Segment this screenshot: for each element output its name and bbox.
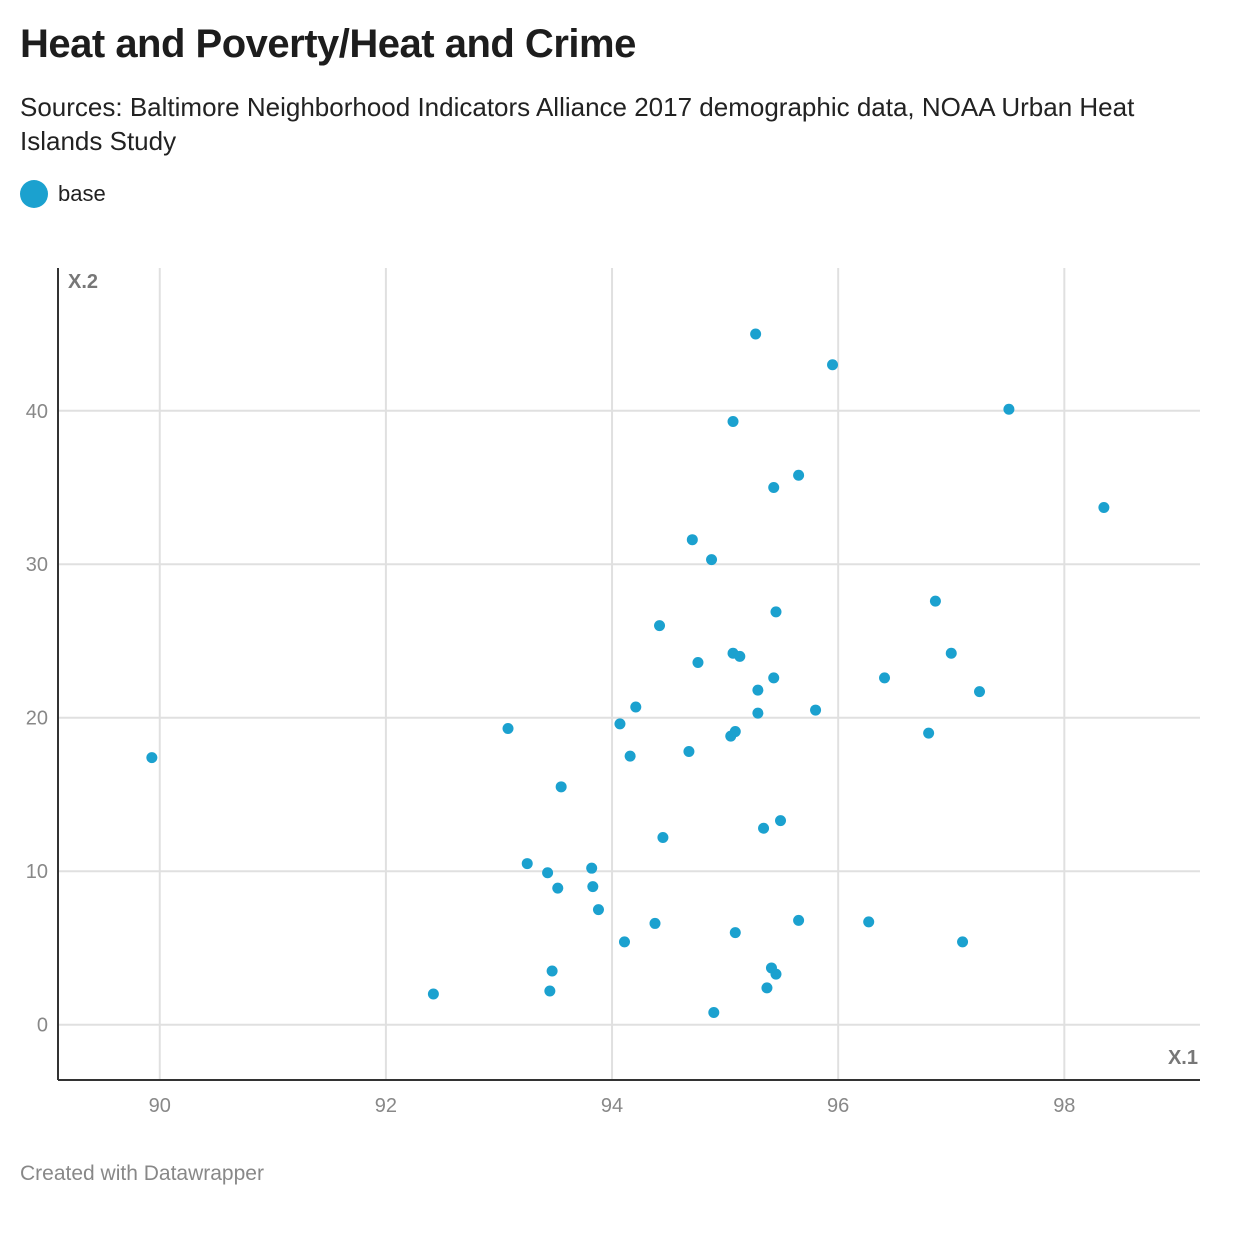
data-point <box>750 328 762 340</box>
data-point <box>775 815 787 827</box>
data-point <box>879 672 891 684</box>
y-tick-label: 10 <box>26 861 48 883</box>
data-point <box>974 686 986 698</box>
data-point <box>945 647 957 659</box>
data-point <box>624 750 636 762</box>
data-point <box>592 904 604 916</box>
data-point <box>614 718 626 730</box>
data-point <box>768 482 780 494</box>
data-point <box>758 822 770 834</box>
data-point <box>923 727 935 739</box>
data-point <box>555 781 567 793</box>
footer-credit: Created with Datawrapper <box>20 1162 264 1185</box>
x-tick-label: 90 <box>149 1095 171 1117</box>
legend-label-base: base <box>58 181 106 206</box>
data-point <box>793 469 805 481</box>
data-point <box>552 882 564 894</box>
gridlines <box>58 268 1200 1080</box>
data-point <box>729 927 741 939</box>
data-point <box>810 704 822 716</box>
data-point <box>770 968 782 980</box>
data-point <box>146 752 158 764</box>
data-point <box>546 965 558 977</box>
x-tick-label: 94 <box>601 1095 623 1117</box>
legend-swatch <box>20 180 48 208</box>
chart-subtitle: Sources: Baltimore Neighborhood Indicato… <box>20 92 1135 156</box>
data-point <box>544 985 556 997</box>
y-tick-label: 20 <box>26 708 48 730</box>
data-point <box>793 914 805 926</box>
axes: 90 92 94 96 98 0 10 20 30 40 X.2 X.1 <box>26 268 1200 1117</box>
data-point <box>692 656 704 668</box>
data-point <box>1098 501 1110 513</box>
data-point <box>863 916 875 928</box>
data-point <box>761 982 773 994</box>
data-point <box>752 684 764 696</box>
data-point <box>727 415 739 427</box>
data-points <box>146 328 1110 1018</box>
data-point <box>587 881 599 893</box>
data-point <box>586 862 598 874</box>
data-point <box>929 595 941 607</box>
x-axis-title: X.1 <box>1168 1047 1198 1069</box>
scatter-plot: 90 92 94 96 98 0 10 20 30 40 X.2 X.1 <box>26 268 1200 1117</box>
y-tick-label: 0 <box>37 1015 48 1037</box>
x-tick-label: 92 <box>375 1095 397 1117</box>
data-point <box>502 722 514 734</box>
data-point <box>957 936 969 948</box>
data-point <box>827 359 839 371</box>
data-point <box>542 867 554 879</box>
data-point <box>654 620 666 632</box>
data-point <box>729 726 741 738</box>
data-point <box>770 606 782 618</box>
data-point <box>521 858 533 870</box>
data-point <box>1003 403 1015 415</box>
data-point <box>649 917 661 929</box>
data-point <box>630 701 642 713</box>
data-point <box>657 831 669 843</box>
data-point <box>706 554 718 566</box>
data-point <box>708 1006 720 1018</box>
data-point <box>683 746 695 758</box>
data-point <box>768 672 780 684</box>
data-point <box>752 707 764 719</box>
data-point <box>618 936 630 948</box>
chart-title: Heat and Poverty/Heat and Crime <box>20 22 636 66</box>
y-tick-label: 40 <box>26 401 48 423</box>
data-point <box>427 988 439 1000</box>
data-point <box>686 534 698 546</box>
data-point <box>734 650 746 662</box>
y-axis-title: X.2 <box>68 271 98 293</box>
x-tick-label: 98 <box>1053 1095 1075 1117</box>
y-tick-label: 30 <box>26 554 48 576</box>
x-tick-label: 96 <box>827 1095 849 1117</box>
legend: base <box>20 178 106 210</box>
